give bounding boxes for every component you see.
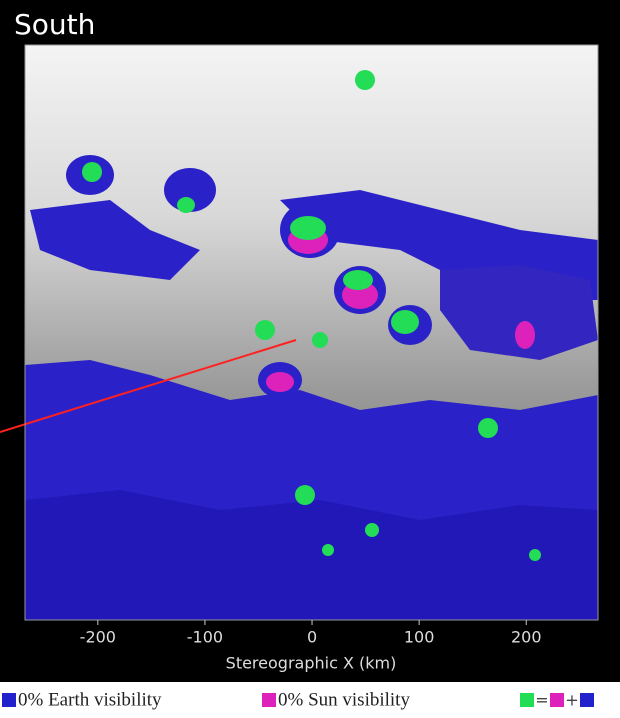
- x-axis-label: Stereographic X (km): [226, 654, 397, 673]
- x-tick-label: -200: [80, 628, 116, 647]
- title: South: [14, 8, 95, 41]
- figure: South -200-1000100200 Stereogr: [0, 0, 620, 718]
- legend-swatch: [262, 693, 276, 707]
- map-image: [0, 45, 598, 620]
- legend-swatch: [550, 693, 564, 707]
- page: South -200-1000100200 Stereogr: [0, 0, 620, 718]
- legend-label: 0% Sun visibility: [278, 689, 410, 710]
- legend-swatch: [580, 693, 594, 707]
- x-tick-label: 100: [404, 628, 435, 647]
- x-tick-label: 200: [511, 628, 542, 647]
- x-tick-label: -100: [187, 628, 223, 647]
- x-axis: -200 -100 0 100 200: [80, 620, 542, 647]
- x-tick-label: 0: [307, 628, 317, 647]
- legend-symbol: +: [565, 691, 578, 710]
- legend-swatch: [2, 693, 16, 707]
- legend-symbol: =: [535, 691, 548, 710]
- legend-label: 0% Earth visibility: [18, 689, 162, 710]
- legend-swatch: [520, 693, 534, 707]
